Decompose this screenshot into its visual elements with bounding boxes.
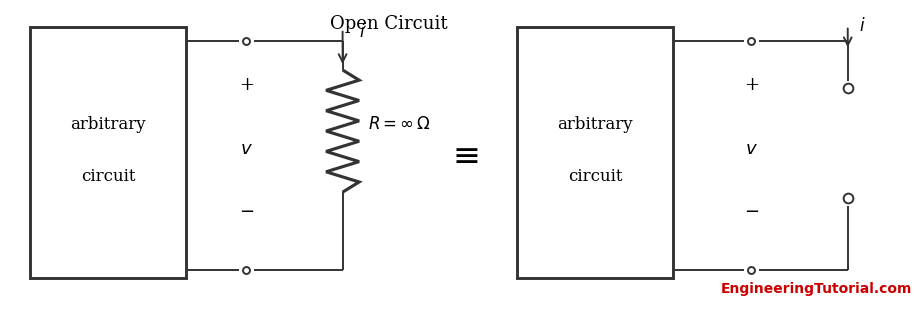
Text: Open Circuit: Open Circuit — [330, 15, 447, 33]
Text: circuit: circuit — [81, 168, 136, 185]
Text: $i$: $i$ — [359, 23, 366, 41]
Text: $\equiv$: $\equiv$ — [445, 140, 479, 171]
Text: $v$: $v$ — [745, 140, 758, 158]
Text: circuit: circuit — [568, 168, 623, 185]
Text: arbitrary: arbitrary — [557, 116, 633, 133]
Text: +: + — [238, 76, 254, 94]
Text: +: + — [744, 76, 759, 94]
Polygon shape — [517, 27, 674, 278]
Text: $v$: $v$ — [239, 140, 252, 158]
Text: $-$: $-$ — [238, 202, 254, 220]
Text: EngineeringTutorial.com: EngineeringTutorial.com — [721, 282, 912, 296]
Text: $i$: $i$ — [858, 17, 865, 35]
Text: $-$: $-$ — [744, 202, 759, 220]
Polygon shape — [30, 27, 187, 278]
Text: $R = \infty\,\Omega$: $R = \infty\,\Omega$ — [369, 116, 431, 133]
Text: arbitrary: arbitrary — [70, 116, 146, 133]
